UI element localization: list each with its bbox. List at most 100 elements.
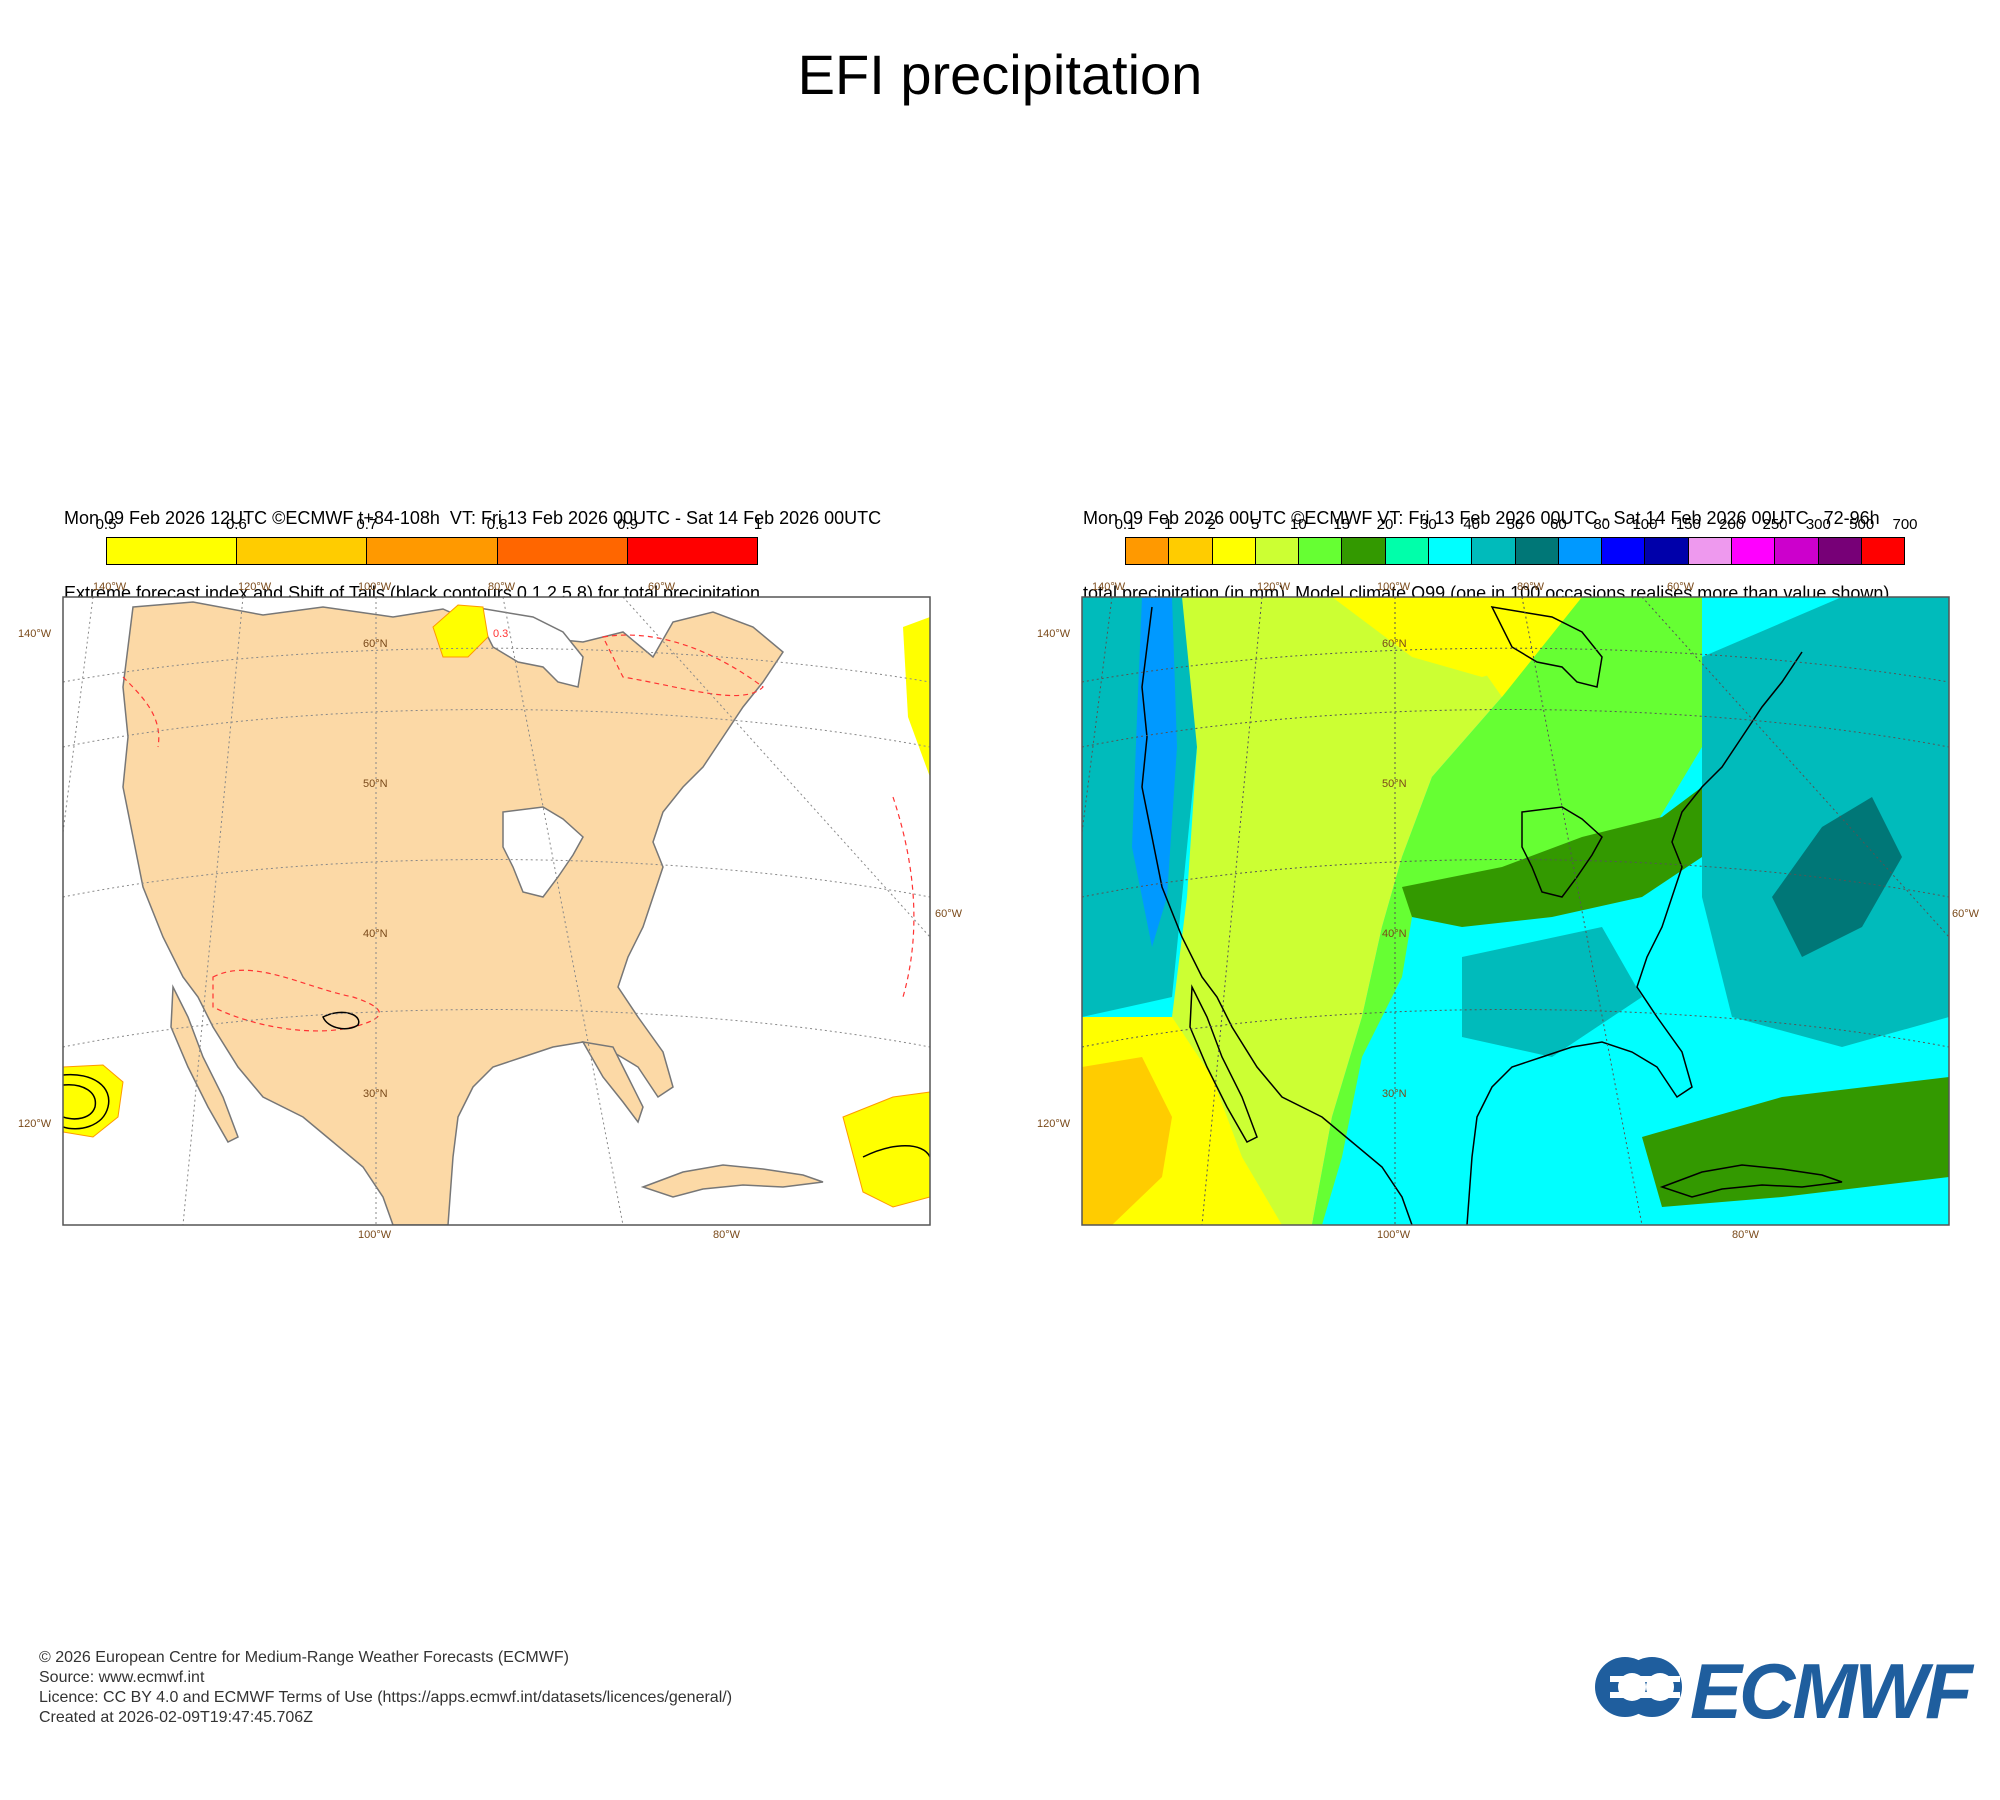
right-legend-swatch: [1775, 538, 1819, 564]
right-header-line1: Mon 09 Feb 2026 00UTC ©ECMWF VT: Fri 13 …: [1083, 508, 1880, 528]
right-legend-label: 5: [1250, 516, 1260, 533]
right-legend-label: 500: [1849, 516, 1875, 533]
right-legend-swatch: [1645, 538, 1689, 564]
footer-source[interactable]: Source: www.ecmwf.int: [39, 1669, 205, 1686]
left-lat-label-30n: 30°N: [363, 1088, 388, 1100]
right-lat-label-40n: 40°N: [1382, 928, 1407, 940]
right-legend-label: 250: [1762, 516, 1788, 533]
right-map-frame: [1081, 596, 1950, 1226]
right-lon-label-100w-bottom: 100°W: [1377, 1229, 1411, 1241]
left-legend-swatch: [627, 538, 758, 564]
right-legend-swatch: [1255, 538, 1300, 564]
right-lat-label-60n: 60°N: [1382, 638, 1407, 650]
right-central-green: [1312, 597, 1702, 1225]
right-graticule: [1082, 597, 1949, 1225]
footer-credits: © 2026 European Centre for Medium-Range …: [39, 1648, 732, 1728]
right-dark-green-band: [1402, 727, 1722, 927]
left-header-line1: Mon 09 Feb 2026 12UTC ©ECMWF t+84-108h V…: [64, 508, 882, 528]
right-legend-swatch: [1558, 538, 1603, 564]
left-legend-label: 0.5: [95, 516, 117, 533]
right-legend-swatch: [1342, 538, 1386, 564]
right-legend-swatch: [1385, 538, 1429, 564]
left-efi-hudson: [432, 604, 489, 658]
right-legend-label: 20: [1376, 516, 1394, 533]
right-southwest-orange: [1082, 1057, 1172, 1225]
right-legend-label: 15: [1333, 516, 1350, 533]
footer-licence[interactable]: Licence: CC BY 4.0 and ECMWF Terms of Us…: [39, 1689, 733, 1706]
right-legend-label: 2: [1207, 516, 1216, 533]
right-legend-swatch: [1169, 538, 1213, 564]
left-lon-label-100w-bottom: 100°W: [358, 1229, 392, 1241]
right-legend-label: 300: [1805, 516, 1831, 533]
right-lon-label-140w-top: 140°W: [1092, 581, 1126, 593]
left-lon-label-60w-top: 60°W: [648, 581, 676, 593]
right-west-land: [1172, 597, 1582, 1225]
right-lat-label-30n: 30°N: [1382, 1088, 1407, 1100]
left-legend-label: 0.8: [486, 516, 508, 533]
right-legend-swatch: [1731, 538, 1776, 564]
left-contour-label: 0.3: [493, 628, 508, 640]
left-legend-swatch: [367, 538, 498, 564]
right-legend-swatch: [1515, 538, 1559, 564]
right-legend-label: 60: [1549, 516, 1567, 533]
right-map: 140°W 120°W 100°W 80°W 60°W 140°W 120°W …: [1037, 581, 1980, 1241]
right-lon-label-80w-top: 80°W: [1517, 581, 1545, 593]
left-lon-label-100w-top: 100°W: [358, 581, 392, 593]
left-efi-caribbean: [842, 1091, 930, 1208]
right-legend-label: 30: [1419, 516, 1437, 533]
right-lon-label-120w-top: 120°W: [1257, 581, 1291, 593]
left-legend-label: 1: [753, 516, 763, 533]
right-legend-swatch: [1818, 538, 1862, 564]
right-legend-labels: 0.1 1 2 5 10 15 20 30 40 50 60 80 100 150 200 250 300 500…: [1115, 516, 1918, 534]
right-legend-swatch: [1861, 538, 1905, 564]
right-legend-label: 1: [1164, 516, 1173, 533]
left-florida: [581, 1041, 644, 1124]
ecmwf-logo-text: ECMWF: [1690, 1647, 1973, 1735]
left-land-north-america: [122, 601, 784, 1225]
ecmwf-logo-icon: [1595, 1657, 1682, 1717]
right-legend-swatch: [1126, 538, 1170, 564]
left-legend-swatch: [107, 538, 238, 564]
left-graticule: [63, 597, 930, 1225]
left-legend-bar: [106, 537, 758, 565]
right-legend-label: 10: [1289, 516, 1307, 533]
right-legend-swatch: [1602, 538, 1646, 564]
right-lon-label-100w-top: 100°W: [1377, 581, 1411, 593]
right-legend-label: 700: [1892, 516, 1918, 533]
right-legend-swatch: [1212, 538, 1256, 564]
footer-copyright: © 2026 European Centre for Medium-Range …: [39, 1649, 569, 1666]
right-lon-label-80w-bottom: 80°W: [1732, 1229, 1760, 1241]
left-hudson-bay: [471, 606, 584, 688]
left-lat-label-60n: 60°N: [363, 638, 388, 650]
left-efi-atlantic: [903, 617, 930, 777]
left-legend-label: 0.6: [225, 516, 247, 533]
left-lat-label-50n: 50°N: [363, 778, 388, 790]
left-lon-label-120w-top: 120°W: [238, 581, 272, 593]
right-legend-swatch: [1688, 538, 1732, 564]
right-legend-swatch: [1472, 538, 1516, 564]
left-lat-label-40n: 40°N: [363, 928, 388, 940]
right-lat-label-50n: 50°N: [1382, 778, 1407, 790]
right-coastlines: [1141, 606, 1843, 1225]
right-lon-label-120w-left: 120°W: [1037, 1118, 1071, 1130]
right-legend-swatch: [1299, 538, 1343, 564]
right-legend-label: 0.1: [1114, 516, 1136, 533]
right-pacific-dark: [1132, 597, 1177, 947]
right-lon-label-60w-right: 60°W: [1952, 908, 1980, 920]
left-cuba: [640, 1164, 824, 1198]
left-lon-label-80w-top: 80°W: [488, 581, 516, 593]
left-map: 140°W 120°W 100°W 80°W 60°W 140°W 120°W …: [18, 581, 963, 1241]
left-lon-label-120w-left: 120°W: [18, 1118, 52, 1130]
right-legend-label: 150: [1675, 516, 1701, 533]
left-black-contours: [63, 1011, 930, 1158]
right-atlantic-teal: [1702, 597, 1949, 1047]
left-baja: [170, 984, 239, 1143]
left-lon-label-140w-top: 140°W: [93, 581, 127, 593]
right-legend-label: 100: [1632, 516, 1658, 533]
right-legend-bar: [1125, 537, 1905, 565]
right-legend-label: 50: [1506, 516, 1524, 533]
left-red-contours: [122, 634, 915, 1032]
left-legend-swatch: [497, 538, 628, 564]
left-legend-label: 0.7: [356, 516, 378, 533]
left-legend-label: 0.9: [617, 516, 639, 533]
